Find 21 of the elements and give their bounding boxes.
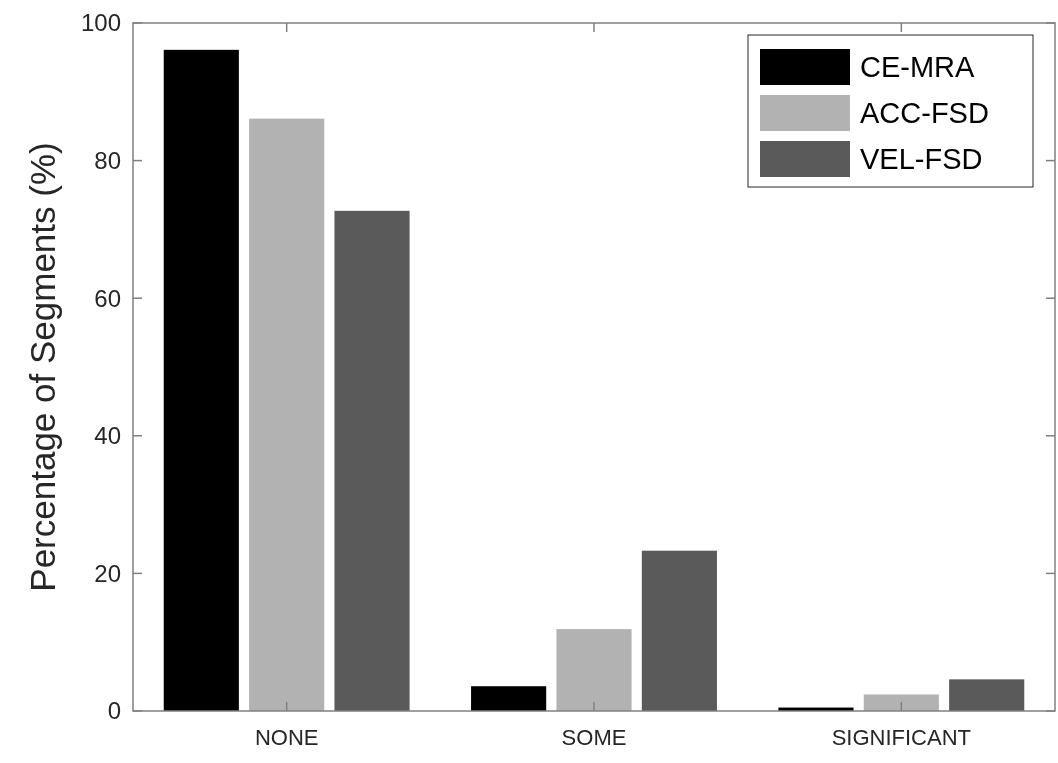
x-tick-label: SOME xyxy=(561,725,627,750)
y-tick-label: 20 xyxy=(94,559,121,587)
bar xyxy=(163,49,239,711)
bar xyxy=(249,118,325,711)
bar xyxy=(334,210,410,711)
y-tick-label: 40 xyxy=(94,422,121,450)
y-tick-label: 80 xyxy=(94,147,121,174)
y-tick-label: 60 xyxy=(94,284,121,312)
bar xyxy=(863,694,939,711)
legend-label: VEL-FSD xyxy=(860,143,983,176)
legend-label: ACC-FSD xyxy=(860,97,989,130)
bar xyxy=(471,686,547,711)
legend-label: CE-MRA xyxy=(860,51,976,84)
bar xyxy=(556,629,632,711)
x-tick-label: SIGNIFICANT xyxy=(831,725,972,750)
y-axis-title: Percentage of Segments (%) xyxy=(23,142,62,592)
y-tick-label: 100 xyxy=(80,9,121,37)
bar xyxy=(949,679,1025,711)
x-tick-label: NONE xyxy=(254,725,319,750)
y-tick-label: 0 xyxy=(107,697,121,725)
bar xyxy=(641,550,717,711)
